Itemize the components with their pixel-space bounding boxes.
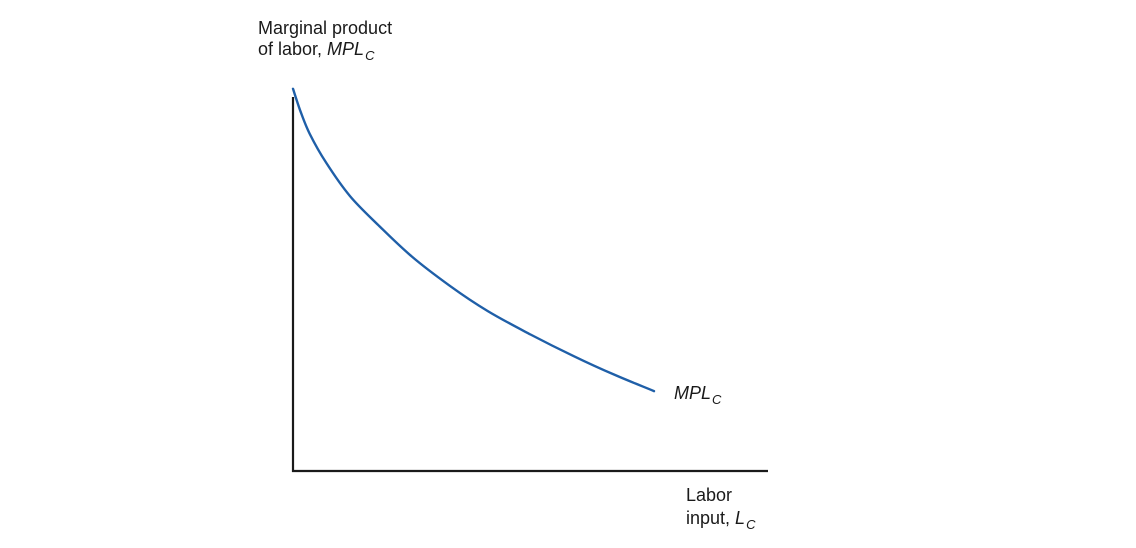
- mpl-curve: [291, 87, 656, 393]
- y-axis-label-prefix: of labor,: [258, 39, 328, 59]
- y-axis-variable-subscript: C: [365, 48, 375, 63]
- series-label-main: MPL: [674, 383, 712, 403]
- y-axis-label: Marginal product of labor, MPLC: [258, 18, 393, 63]
- x-axis-label: Labor input, LC: [686, 484, 756, 532]
- x-axis-label-line2: input, LC: [686, 507, 756, 532]
- y-axis-variable: MPL: [327, 39, 365, 59]
- x-axis-variable: L: [735, 508, 746, 528]
- x-axis-label-prefix: input,: [686, 508, 736, 528]
- x-axis-variable-subscript: C: [746, 517, 756, 532]
- x-axis-label-line1: Labor: [686, 485, 733, 505]
- series-label-subscript: C: [712, 392, 722, 407]
- y-axis-label-line1: Marginal product: [258, 18, 393, 38]
- series-label-mplc: MPLC: [674, 383, 722, 407]
- y-axis-label-line2: of labor, MPLC: [258, 39, 392, 63]
